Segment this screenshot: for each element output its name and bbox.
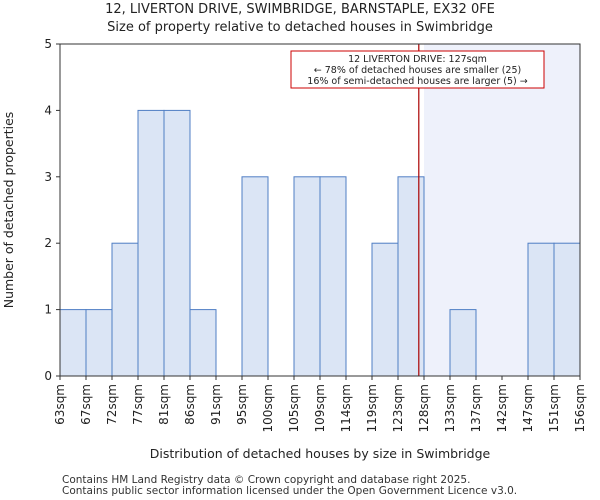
- x-tick-label: 123sqm: [391, 384, 405, 432]
- x-tick-label: 156sqm: [573, 384, 587, 432]
- x-tick-label: 151sqm: [547, 384, 561, 432]
- y-axis: 0 1 2 3 4 5: [44, 37, 60, 383]
- histogram-bar: [241, 176, 269, 377]
- x-tick-label: 63sqm: [53, 384, 67, 425]
- x-tick-label: 133sqm: [443, 384, 457, 432]
- x-tick-label: 100sqm: [261, 384, 275, 432]
- bars-group: [59, 109, 581, 377]
- x-tick-label: 91sqm: [209, 384, 223, 425]
- chart-title: 12, LIVERTON DRIVE, SWIMBRIDGE, BARNSTAP…: [105, 2, 495, 17]
- footer-copyright: Contains HM Land Registry data © Crown c…: [62, 474, 471, 486]
- y-tick-label: 1: [44, 303, 52, 317]
- y-axis-label: Number of detached properties: [1, 112, 16, 309]
- x-tick-label: 109sqm: [313, 384, 327, 432]
- y-tick-label: 4: [44, 103, 52, 117]
- histogram-bar: [85, 309, 113, 377]
- histogram-bar: [293, 176, 321, 377]
- y-tick-label: 2: [44, 236, 52, 250]
- x-axis-label: Distribution of detached houses by size …: [150, 446, 491, 461]
- x-tick-label: 147sqm: [521, 384, 535, 432]
- y-tick-label: 5: [44, 37, 52, 51]
- histogram-bar: [189, 309, 217, 377]
- x-tick-label: 95sqm: [235, 384, 249, 425]
- footer-licence: Contains public sector information licen…: [62, 485, 518, 497]
- histogram-bar: [319, 176, 347, 377]
- x-tick-label: 137sqm: [469, 384, 483, 432]
- x-tick-label: 72sqm: [105, 384, 119, 425]
- x-tick-label: 114sqm: [339, 384, 353, 432]
- histogram-bar: [137, 109, 165, 377]
- x-tick-label: 81sqm: [157, 384, 171, 425]
- y-tick-label: 0: [44, 369, 52, 383]
- chart-subtitle: Size of property relative to detached ho…: [107, 20, 493, 35]
- x-tick-label: 77sqm: [131, 384, 145, 425]
- histogram-bar: [111, 242, 139, 377]
- x-tick-label: 142sqm: [495, 384, 509, 432]
- histogram-bar: [553, 242, 581, 377]
- y-tick-label: 3: [44, 170, 52, 184]
- annotation-line: 16% of semi-detached houses are larger (…: [307, 76, 527, 87]
- annotation-line: 12 LIVERTON DRIVE: 127sqm: [348, 54, 487, 65]
- x-tick-label: 128sqm: [417, 384, 431, 432]
- x-tick-label: 105sqm: [287, 384, 301, 432]
- histogram-bar: [449, 309, 477, 377]
- annotation-line: ← 78% of detached houses are smaller (25…: [314, 65, 521, 76]
- histogram-bar: [397, 176, 425, 377]
- histogram-bar: [59, 309, 87, 377]
- x-tick-label: 67sqm: [79, 384, 93, 425]
- x-tick-label: 119sqm: [365, 384, 379, 432]
- annotation-box: 12 LIVERTON DRIVE: 127sqm ← 78% of detac…: [290, 50, 545, 89]
- histogram-bar: [163, 109, 191, 377]
- histogram-bar: [371, 242, 399, 377]
- histogram-bar: [527, 242, 555, 377]
- x-axis: 63sqm 67sqm 72sqm 77sqm 81sqm 86sqm 91sqm 95sqm…: [53, 376, 587, 432]
- x-tick-label: 86sqm: [183, 384, 197, 425]
- annotation-frame: [290, 50, 545, 89]
